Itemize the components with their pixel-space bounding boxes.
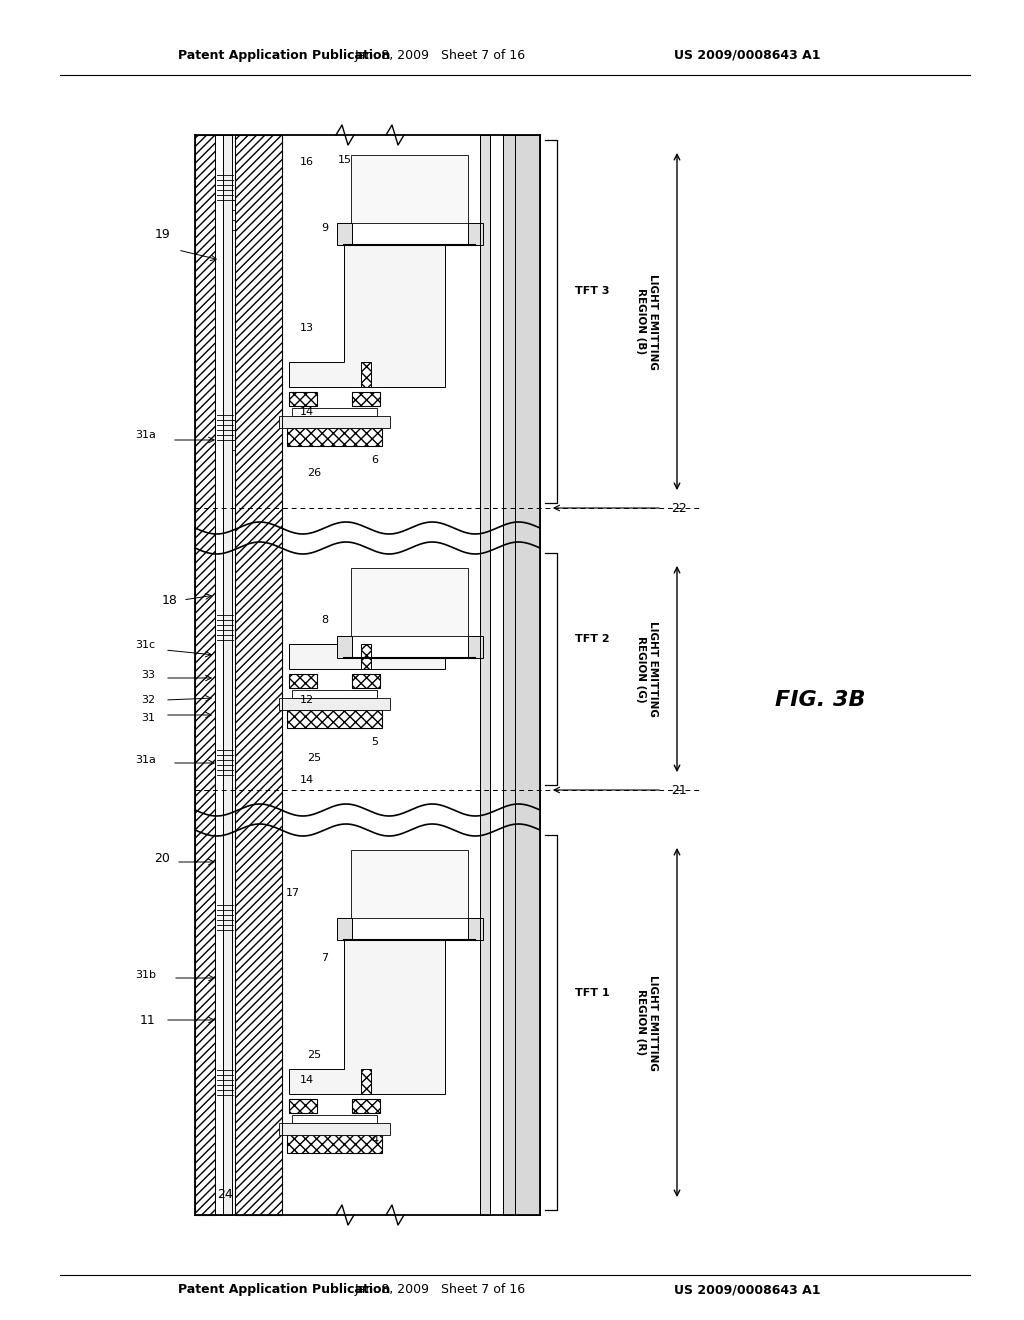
Bar xyxy=(279,416,390,428)
Text: US 2009/0008643 A1: US 2009/0008643 A1 xyxy=(674,1283,820,1296)
Bar xyxy=(289,1100,317,1113)
Polygon shape xyxy=(289,644,445,669)
Bar xyxy=(279,1123,390,1135)
Bar xyxy=(352,392,380,407)
Bar xyxy=(292,1115,377,1123)
Text: 14: 14 xyxy=(300,1074,314,1085)
Bar xyxy=(279,698,390,710)
Bar xyxy=(361,1069,371,1094)
Text: 31a: 31a xyxy=(135,755,156,766)
Bar xyxy=(468,223,483,246)
Bar xyxy=(361,644,371,669)
Text: 14: 14 xyxy=(300,775,314,785)
Bar xyxy=(292,690,377,698)
Text: 13: 13 xyxy=(300,323,314,333)
Text: 24: 24 xyxy=(217,1188,232,1201)
Bar xyxy=(351,850,468,917)
Bar xyxy=(195,135,215,1214)
Polygon shape xyxy=(289,246,445,387)
Text: 18: 18 xyxy=(162,594,178,606)
Bar xyxy=(468,636,483,657)
Text: TFT 2: TFT 2 xyxy=(574,634,609,644)
Bar xyxy=(480,135,490,1214)
Text: LIGHT EMITTING
REGION (G): LIGHT EMITTING REGION (G) xyxy=(636,622,657,717)
Text: 25: 25 xyxy=(307,752,322,763)
Text: 17: 17 xyxy=(286,888,300,898)
Text: 4: 4 xyxy=(372,1135,379,1144)
Text: 31a: 31a xyxy=(135,430,156,440)
Text: TFT 3: TFT 3 xyxy=(574,286,609,297)
Text: 11: 11 xyxy=(139,1014,155,1027)
Text: Jan. 8, 2009   Sheet 7 of 16: Jan. 8, 2009 Sheet 7 of 16 xyxy=(354,1283,525,1296)
Text: Patent Application Publication: Patent Application Publication xyxy=(178,49,390,62)
Text: 26: 26 xyxy=(307,469,322,478)
Text: FIG. 3B: FIG. 3B xyxy=(775,690,865,710)
Text: 6: 6 xyxy=(372,455,379,465)
Bar xyxy=(361,362,371,387)
Text: Jan. 8, 2009   Sheet 7 of 16: Jan. 8, 2009 Sheet 7 of 16 xyxy=(354,49,525,62)
Text: 31c: 31c xyxy=(135,640,155,649)
Bar xyxy=(215,135,223,1214)
Text: 14: 14 xyxy=(300,407,314,417)
Bar xyxy=(352,675,380,688)
Text: US 2009/0008643 A1: US 2009/0008643 A1 xyxy=(674,49,820,62)
Text: Patent Application Publication: Patent Application Publication xyxy=(178,1283,390,1296)
Bar xyxy=(351,154,468,223)
Text: 12: 12 xyxy=(300,696,314,705)
Bar xyxy=(468,917,483,940)
Text: 9: 9 xyxy=(322,223,329,234)
Bar xyxy=(287,710,382,729)
Bar xyxy=(289,675,317,688)
Text: 31: 31 xyxy=(141,713,155,723)
Text: 22: 22 xyxy=(671,502,687,515)
Text: 15: 15 xyxy=(338,154,352,165)
Bar xyxy=(292,408,377,416)
Polygon shape xyxy=(289,940,445,1094)
Text: 19: 19 xyxy=(155,228,170,242)
Text: 5: 5 xyxy=(372,737,379,747)
Bar xyxy=(337,636,352,657)
Bar xyxy=(223,135,232,1214)
Bar xyxy=(287,1135,382,1152)
Text: 25: 25 xyxy=(307,1049,322,1060)
Text: 8: 8 xyxy=(322,615,329,624)
Bar xyxy=(503,135,540,1214)
Text: 21: 21 xyxy=(671,784,687,796)
Bar xyxy=(287,428,382,446)
Bar xyxy=(234,135,282,1214)
Text: LIGHT EMITTING
REGION (B): LIGHT EMITTING REGION (B) xyxy=(636,273,657,370)
Bar xyxy=(337,917,352,940)
Bar xyxy=(289,392,317,407)
Text: 7: 7 xyxy=(322,953,329,964)
Text: 20: 20 xyxy=(155,851,170,865)
Bar xyxy=(337,223,352,246)
Text: 31b: 31b xyxy=(135,970,156,979)
Text: 32: 32 xyxy=(141,696,155,705)
Bar xyxy=(352,1100,380,1113)
Bar xyxy=(351,568,468,636)
Text: 16: 16 xyxy=(300,157,314,168)
Text: LIGHT EMITTING
REGION (R): LIGHT EMITTING REGION (R) xyxy=(636,974,657,1071)
Text: 33: 33 xyxy=(141,671,155,680)
Text: TFT 1: TFT 1 xyxy=(574,987,609,998)
